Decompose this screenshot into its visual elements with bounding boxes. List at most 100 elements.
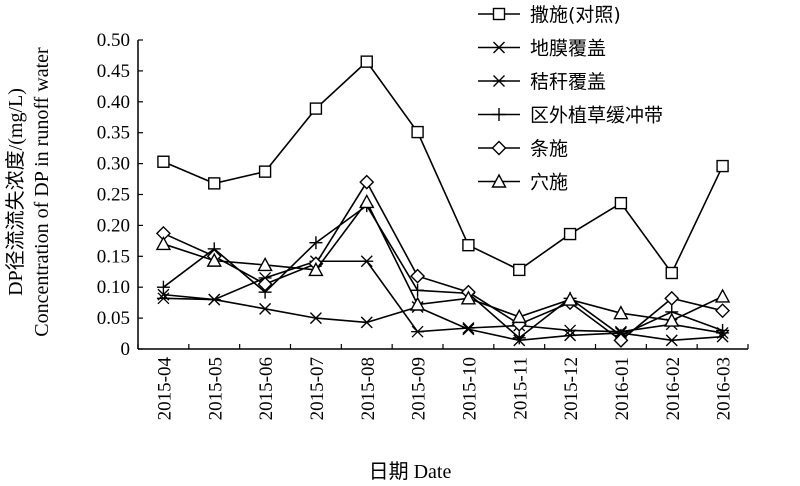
data-point: [360, 55, 373, 68]
series-line: [163, 260, 723, 334]
x-tick-label: 2015-06: [256, 357, 277, 420]
data-point: [511, 308, 527, 324]
series-line: [163, 180, 723, 342]
legend-label: 地膜覆盖: [530, 38, 606, 60]
legend-label: 撒施(对照): [530, 4, 621, 26]
data-point: [411, 325, 425, 338]
data-point: [716, 323, 730, 337]
y-tick-label: 0.05: [97, 308, 130, 329]
x-tick-label: 2015-11: [510, 357, 531, 420]
y-axis-title-english: Concentration of DP in runoff water: [31, 47, 53, 337]
data-point: [664, 290, 680, 306]
data-point: [157, 155, 170, 168]
data-point: [462, 323, 475, 336]
legend-label: 穴施: [530, 172, 568, 194]
data-point: [257, 256, 273, 272]
data-point: [309, 236, 323, 250]
x-tick-label: 2015-10: [459, 357, 480, 420]
data-point: [258, 165, 272, 178]
axes: 0 0.05 0.10 0.15 0.20 0.25 0.30 0.35 0.40 0.45 0.5…: [97, 30, 749, 420]
legend-marker: [492, 75, 506, 87]
data-point: [309, 312, 322, 325]
data-point: [156, 292, 170, 305]
data-point: [207, 293, 221, 306]
data-point: [309, 102, 323, 115]
legend-item: 区外植草缓冲带: [478, 105, 663, 127]
legend-marker: [492, 108, 506, 121]
y-tick-label: 0.10: [97, 277, 130, 298]
x-tick-label: 2015-08: [358, 357, 379, 420]
x-tick-label: 2015-09: [409, 357, 430, 420]
data-point: [410, 268, 426, 284]
data-point: [665, 266, 678, 280]
data-point: [257, 276, 273, 292]
data-point: [360, 316, 373, 329]
y-tick-label: 0.25: [97, 185, 130, 206]
legend-marker: [491, 173, 507, 188]
data-point: [259, 302, 272, 315]
data-point: [411, 283, 425, 297]
data-point: [462, 238, 475, 252]
data-point: [512, 331, 526, 345]
series-3: [156, 255, 730, 339]
y-tick-label: 0.40: [97, 92, 130, 113]
x-tick-label: 2016-01: [612, 357, 633, 420]
series-layer: [155, 55, 731, 348]
x-axis-title: 日期 Date: [369, 461, 452, 483]
y-tick-label: 0.30: [97, 154, 130, 175]
data-point: [460, 290, 477, 305]
series-line: [162, 204, 723, 339]
data-point: [411, 125, 424, 139]
y-tick-label: 0.45: [97, 61, 130, 82]
x-tick-label: 2015-12: [561, 357, 582, 420]
data-point: [156, 280, 170, 294]
legend-marker: [491, 140, 507, 156]
data-point: [563, 324, 577, 337]
legend-item: 地膜覆盖: [478, 38, 606, 60]
legend-label: 条施: [530, 138, 568, 160]
data-point: [155, 235, 172, 251]
x-tick-label: 2016-03: [714, 357, 735, 420]
data-point: [613, 305, 629, 320]
x-tick-label: 2015-05: [205, 357, 226, 420]
legend-label: 区外植草缓冲带: [530, 105, 663, 127]
y-tick-label: 0.35: [97, 123, 130, 144]
x-tick-label: 2016-02: [663, 357, 684, 420]
data-point: [308, 261, 324, 277]
legend-item: 穴施: [478, 172, 568, 194]
series-2: [157, 288, 729, 347]
data-point: [665, 334, 678, 347]
legend-marker: [492, 7, 506, 21]
y-tick-label: 0.20: [97, 215, 130, 236]
legend-label: 秸秆覆盖: [530, 71, 606, 93]
series-1: [157, 55, 729, 280]
legend-item: 条施: [478, 138, 568, 160]
data-point: [563, 227, 577, 241]
data-point: [513, 263, 526, 277]
data-point: [208, 177, 221, 190]
data-point: [715, 303, 731, 319]
data-point: [360, 255, 374, 268]
data-point: [409, 296, 426, 311]
y-axis-title-chinese: DP径流流失浓度/(mg/L): [4, 88, 27, 296]
series-line: [163, 60, 724, 275]
series-5: [155, 174, 731, 348]
legend-marker: [493, 41, 505, 54]
data-point: [614, 196, 628, 210]
data-point: [714, 288, 731, 303]
legend-item: 撒施(对照): [478, 4, 621, 26]
y-tick-label: 0.50: [97, 30, 130, 51]
y-tick-label: 0.15: [97, 246, 130, 267]
data-point: [461, 322, 475, 334]
data-point: [206, 252, 222, 267]
legend-item: 秸秆覆盖: [478, 71, 606, 93]
data-point: [716, 159, 729, 173]
data-point: [562, 291, 578, 306]
data-point: [664, 312, 680, 327]
x-tick-label: 2015-07: [307, 357, 328, 420]
y-tick-label: 0: [121, 339, 131, 360]
data-point: [359, 193, 375, 209]
data-point: [613, 332, 629, 348]
